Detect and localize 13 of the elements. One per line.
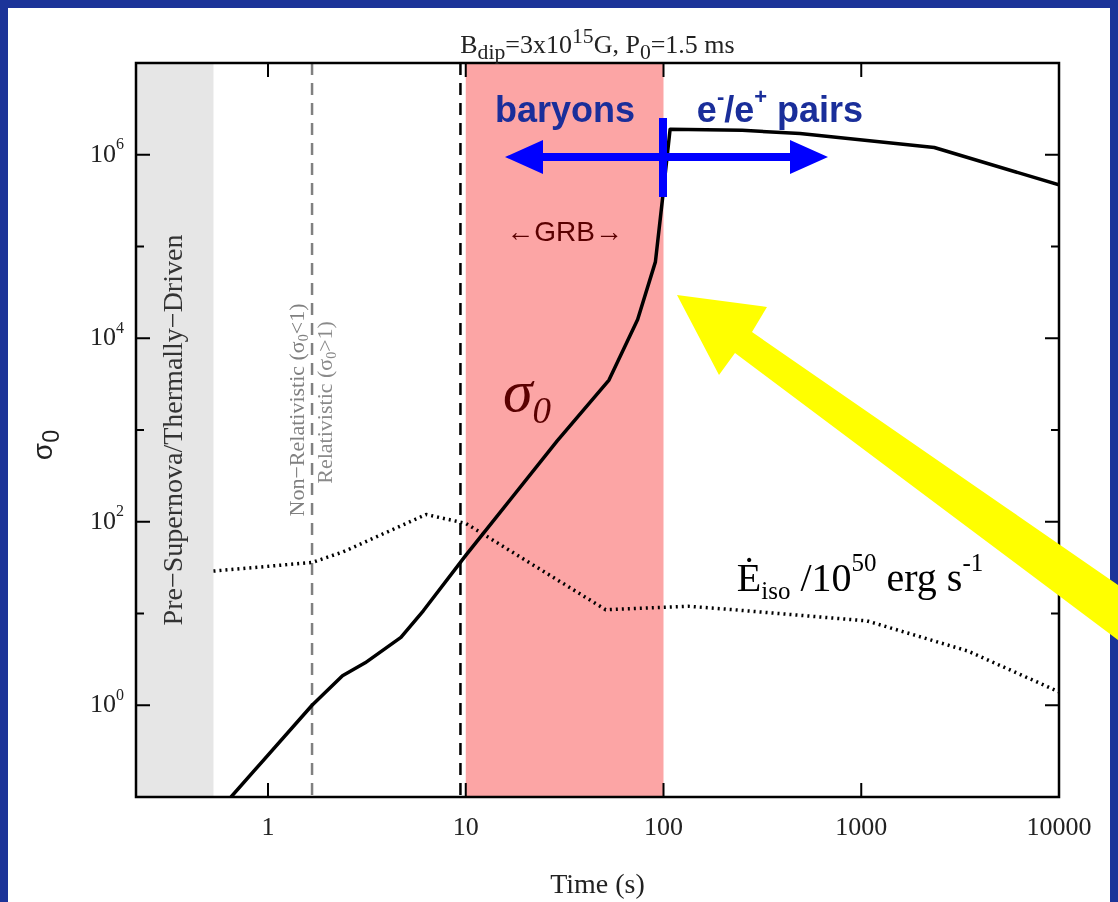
band-label: ←GRB→ bbox=[506, 215, 623, 247]
chart-title: B$_{dip}$=3x10$^{15}$G, P$_{0}$=1.5 ms bbox=[459, 24, 736, 65]
x-tick-label: 10 bbox=[452, 812, 479, 842]
band-label: Pre−Supernova/Thermally−Driven bbox=[157, 234, 189, 626]
x-tick-label: 1000 bbox=[835, 812, 888, 842]
x-axis-title: Time (s) bbox=[550, 867, 645, 899]
annotation: Relativistic (σ0>1) bbox=[311, 321, 340, 484]
ref-line-label: Non−Relativistic (σ0<1) bbox=[283, 303, 312, 517]
x-tick-label: 100 bbox=[644, 812, 683, 842]
x-tick-label: 10000 bbox=[1026, 812, 1092, 842]
x-tick-label: 1 bbox=[261, 812, 275, 842]
annotation: baryons bbox=[494, 88, 636, 130]
annotation: e-/e+ pairs bbox=[696, 84, 864, 130]
